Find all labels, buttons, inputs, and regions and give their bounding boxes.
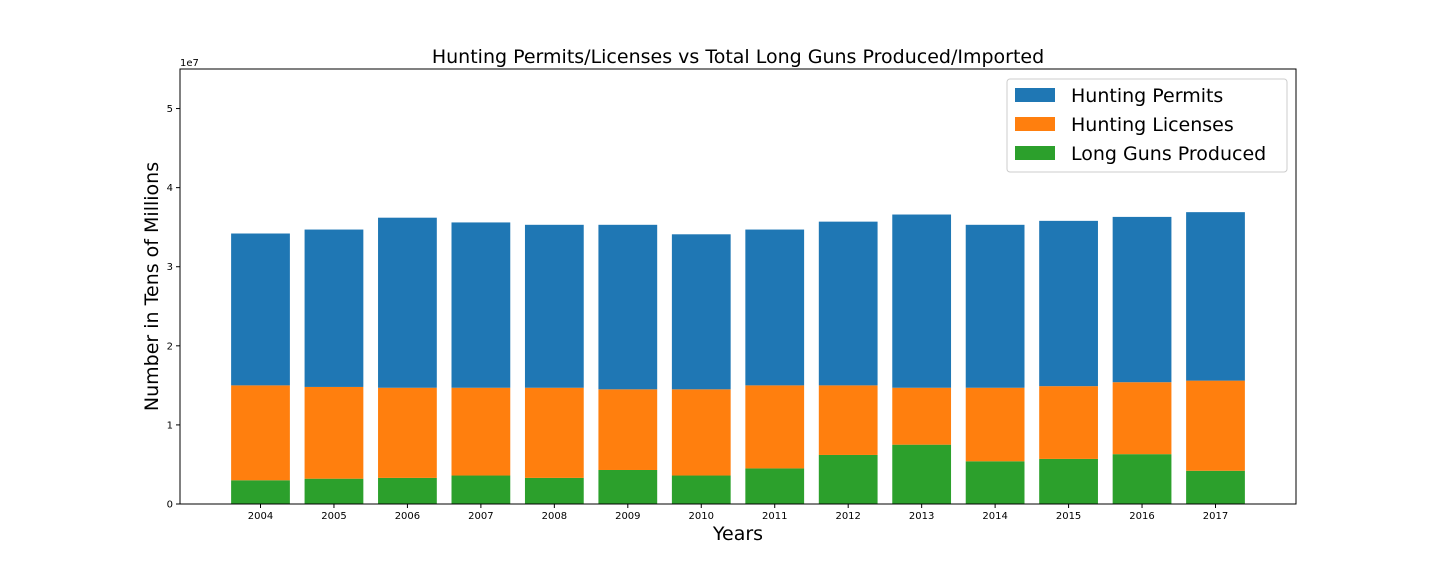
bar-hunting-licenses-2010 bbox=[671, 389, 731, 476]
x-tick-label: 2015 bbox=[1056, 511, 1081, 522]
bar-hunting-licenses-2008 bbox=[524, 387, 584, 478]
bar-hunting-licenses-2007 bbox=[451, 387, 511, 476]
x-tick-label: 2006 bbox=[395, 511, 420, 522]
plot-frame bbox=[179, 68, 1297, 505]
bar-hunting-licenses-2015 bbox=[1039, 386, 1098, 459]
y-axis: 0 1 2 3 4 5 bbox=[167, 104, 180, 511]
bar-long-guns-produced-2004 bbox=[231, 480, 290, 504]
y-tick-label: 0 bbox=[167, 500, 173, 511]
bar-hunting-licenses-2004 bbox=[231, 385, 290, 481]
x-tick-label: 2007 bbox=[468, 511, 493, 522]
bar-long-guns-produced-2015 bbox=[1039, 458, 1098, 504]
y-tick-label: 3 bbox=[167, 262, 173, 273]
y-tick-label: 4 bbox=[167, 183, 173, 194]
legend-label-hunting-licenses: Hunting Licenses bbox=[1071, 114, 1234, 136]
legend-swatch-hunting-permits bbox=[1015, 88, 1055, 102]
x-tick-label: 2013 bbox=[909, 511, 934, 522]
y-offset-text: 1e7 bbox=[180, 58, 199, 69]
bar-long-guns-produced-2014 bbox=[965, 461, 1025, 504]
bar-hunting-permits-2004 bbox=[231, 233, 290, 386]
x-tick-label: 2009 bbox=[615, 511, 640, 522]
x-tick-label: 2004 bbox=[248, 511, 273, 522]
bar-long-guns-produced-2011 bbox=[745, 468, 805, 504]
bar-hunting-permits-2016 bbox=[1112, 216, 1172, 383]
bar-hunting-licenses-2013 bbox=[892, 387, 952, 445]
bar-long-guns-produced-2006 bbox=[378, 477, 437, 504]
bar-long-guns-produced-2016 bbox=[1112, 454, 1172, 504]
bar-hunting-licenses-2016 bbox=[1112, 382, 1172, 455]
legend-box bbox=[1006, 78, 1288, 173]
bar-hunting-permits-2014 bbox=[965, 224, 1025, 388]
bar-long-guns-produced-2007 bbox=[451, 475, 511, 504]
bar-hunting-licenses-2017 bbox=[1186, 380, 1245, 471]
x-tick-label: 2010 bbox=[689, 511, 714, 522]
bar-hunting-permits-2008 bbox=[524, 224, 584, 388]
bar-long-guns-produced-2012 bbox=[818, 454, 878, 504]
bar-long-guns-produced-2013 bbox=[892, 444, 952, 504]
bar-hunting-permits-2013 bbox=[892, 214, 952, 388]
y-tick-label: 2 bbox=[167, 341, 173, 352]
y-tick-label: 1 bbox=[167, 420, 173, 431]
x-tick-label: 2016 bbox=[1129, 511, 1154, 522]
legend-label-hunting-permits: Hunting Permits bbox=[1071, 85, 1223, 107]
legend: Hunting Permits Hunting Licenses Long Guns… bbox=[1006, 78, 1288, 173]
x-tick-label: 2012 bbox=[835, 511, 860, 522]
bar-hunting-permits-2005 bbox=[304, 229, 364, 387]
x-axis: 2004 2005 2006 2007 2008 2009 2010 2011 2012 2013… bbox=[248, 504, 1228, 522]
bar-hunting-permits-2011 bbox=[745, 229, 805, 386]
x-tick-label: 2011 bbox=[762, 511, 787, 522]
bars-group bbox=[231, 212, 1245, 504]
legend-swatch-hunting-licenses bbox=[1015, 117, 1055, 131]
bar-hunting-permits-2015 bbox=[1039, 220, 1098, 387]
x-tick-label: 2008 bbox=[542, 511, 567, 522]
bar-long-guns-produced-2008 bbox=[524, 477, 584, 504]
bar-hunting-licenses-2005 bbox=[304, 386, 364, 479]
bar-hunting-permits-2012 bbox=[818, 221, 878, 386]
bar-hunting-permits-2017 bbox=[1186, 212, 1245, 381]
y-tick-label: 5 bbox=[167, 104, 173, 115]
y-axis-label: Number in Tens of Millions bbox=[141, 162, 163, 411]
x-tick-label: 2005 bbox=[321, 511, 346, 522]
bar-long-guns-produced-2010 bbox=[671, 475, 731, 504]
x-tick-label: 2017 bbox=[1203, 511, 1228, 522]
bar-hunting-licenses-2014 bbox=[965, 387, 1025, 462]
x-axis-label: Years bbox=[712, 523, 763, 545]
bar-long-guns-produced-2005 bbox=[304, 478, 364, 504]
bar-hunting-permits-2010 bbox=[671, 234, 731, 390]
bar-long-guns-produced-2009 bbox=[598, 469, 658, 504]
bar-hunting-permits-2009 bbox=[598, 224, 658, 390]
legend-swatch-long-guns-produced bbox=[1015, 146, 1055, 160]
bar-hunting-licenses-2011 bbox=[745, 385, 805, 469]
bar-hunting-permits-2006 bbox=[378, 217, 437, 388]
bar-hunting-licenses-2012 bbox=[818, 385, 878, 455]
x-tick-label: 2014 bbox=[982, 511, 1007, 522]
bar-hunting-permits-2007 bbox=[451, 222, 511, 388]
bar-long-guns-produced-2017 bbox=[1186, 470, 1245, 504]
chart-title: Hunting Permits/Licenses vs Total Long G… bbox=[432, 46, 1044, 68]
bar-hunting-licenses-2009 bbox=[598, 389, 658, 470]
legend-label-long-guns-produced: Long Guns Produced bbox=[1071, 143, 1266, 165]
bar-hunting-licenses-2006 bbox=[378, 387, 437, 478]
